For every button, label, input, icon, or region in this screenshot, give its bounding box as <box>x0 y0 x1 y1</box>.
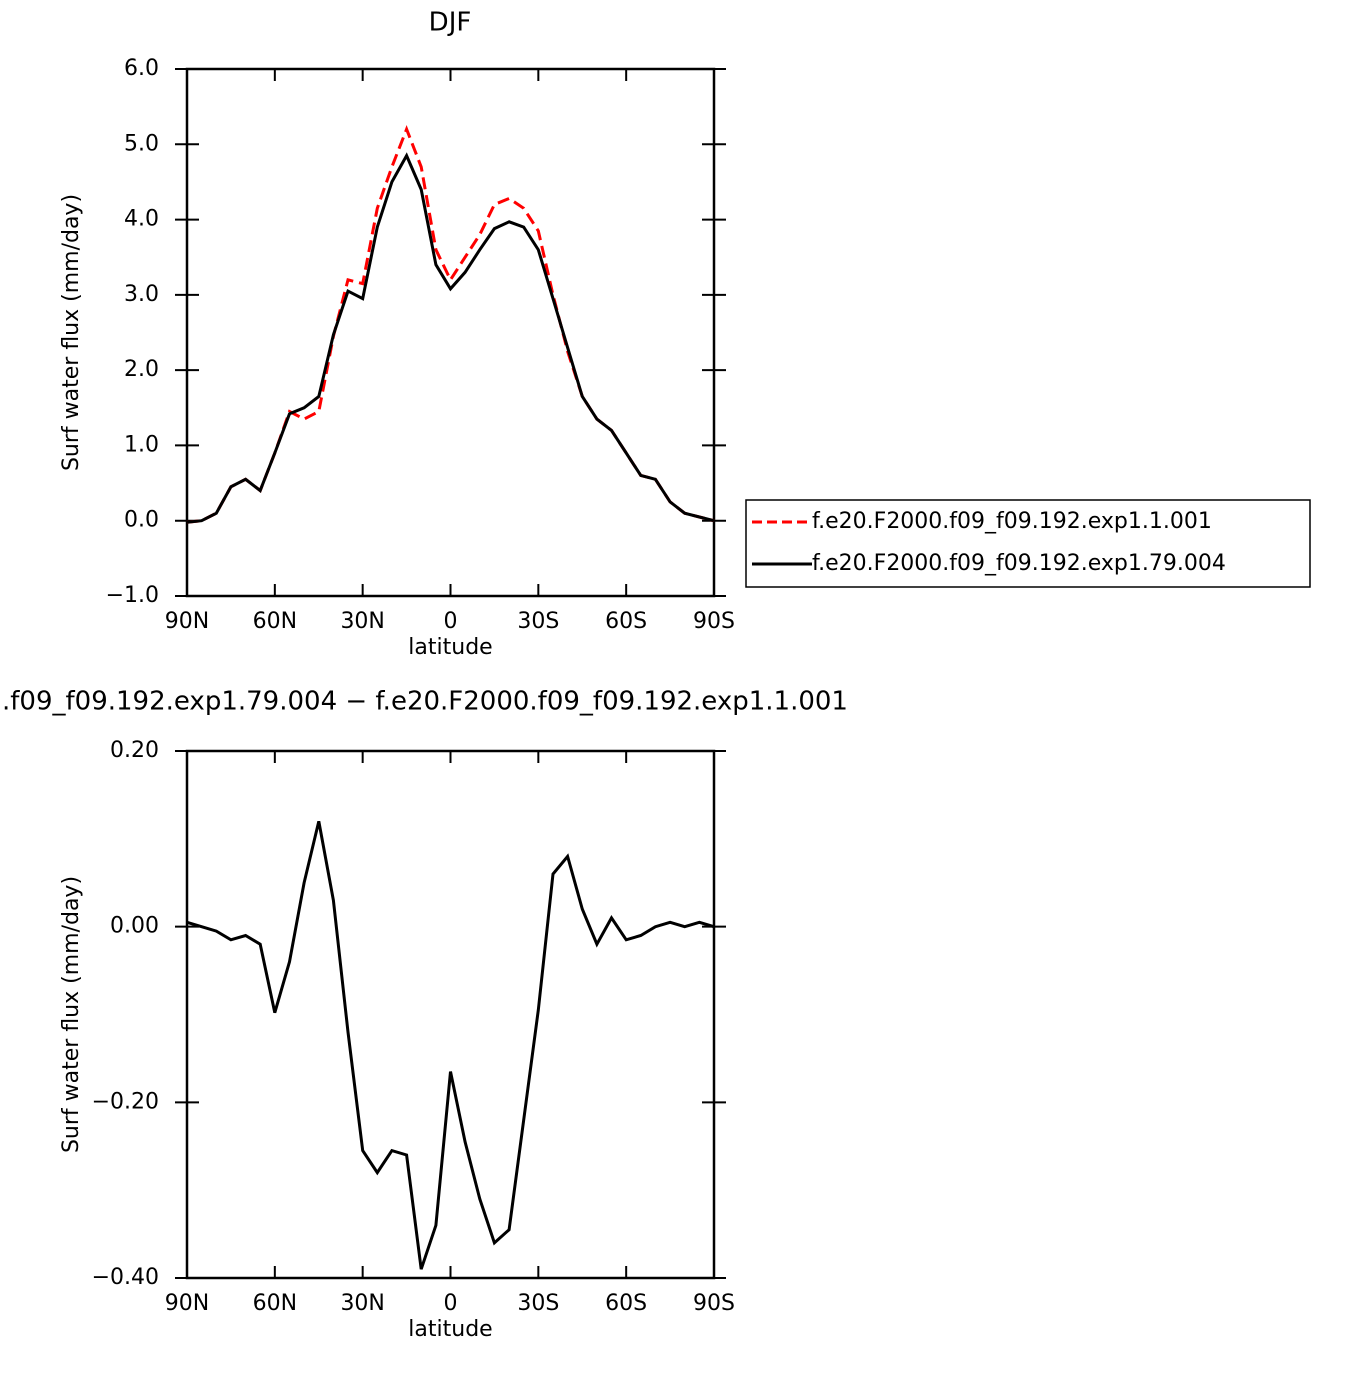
x-axis-label: latitude <box>408 635 492 660</box>
y-tick-label: 6.0 <box>124 56 159 81</box>
plot-frame <box>185 749 716 1280</box>
y-axis-label: Surf water flux (mm/day) <box>59 876 84 1153</box>
chart-title: .f09_f09.192.exp1.79.004 − f.e20.F2000.f… <box>2 687 848 717</box>
y-tick-label: 4.0 <box>124 207 159 232</box>
x-tick-label: 30N <box>340 1291 384 1316</box>
y-tick-label: −0.20 <box>92 1089 159 1114</box>
x-tick-label: 90S <box>693 609 735 634</box>
data-line <box>186 820 715 1270</box>
x-tick-label: 60N <box>253 609 297 634</box>
y-tick-label: 0.00 <box>110 914 159 939</box>
chart-title: DJF <box>429 8 472 38</box>
y-axis-label: Surf water flux (mm/day) <box>59 194 84 471</box>
x-tick-label: 0 <box>444 1291 458 1316</box>
legend-label: f.e20.F2000.f09_f09.192.exp1.1.001 <box>812 509 1212 534</box>
x-tick-label: 30S <box>517 1291 559 1316</box>
legend-label: f.e20.F2000.f09_f09.192.exp1.79.004 <box>812 551 1226 576</box>
x-tick-label: 90N <box>165 1291 209 1316</box>
data-line <box>186 125 715 524</box>
x-tick-label: 90N <box>165 609 209 634</box>
x-axis-label: latitude <box>408 1317 492 1342</box>
data-line <box>186 152 715 524</box>
y-tick-label: 0.20 <box>110 738 159 763</box>
x-tick-label: 30S <box>517 609 559 634</box>
y-tick-label: 5.0 <box>124 131 159 156</box>
y-tick-label: −0.40 <box>92 1265 159 1290</box>
x-tick-label: 30N <box>340 609 384 634</box>
x-tick-label: 60S <box>605 1291 647 1316</box>
x-tick-label: 90S <box>693 1291 735 1316</box>
y-tick-label: 0.0 <box>124 508 159 533</box>
plot-frame <box>185 67 716 598</box>
x-tick-label: 60N <box>253 1291 297 1316</box>
x-tick-label: 60S <box>605 609 647 634</box>
y-tick-label: 2.0 <box>124 357 159 382</box>
y-tick-label: −1.0 <box>106 583 159 608</box>
y-tick-label: 1.0 <box>124 432 159 457</box>
legend-box <box>745 499 1311 588</box>
x-tick-label: 0 <box>444 609 458 634</box>
y-tick-label: 3.0 <box>124 282 159 307</box>
